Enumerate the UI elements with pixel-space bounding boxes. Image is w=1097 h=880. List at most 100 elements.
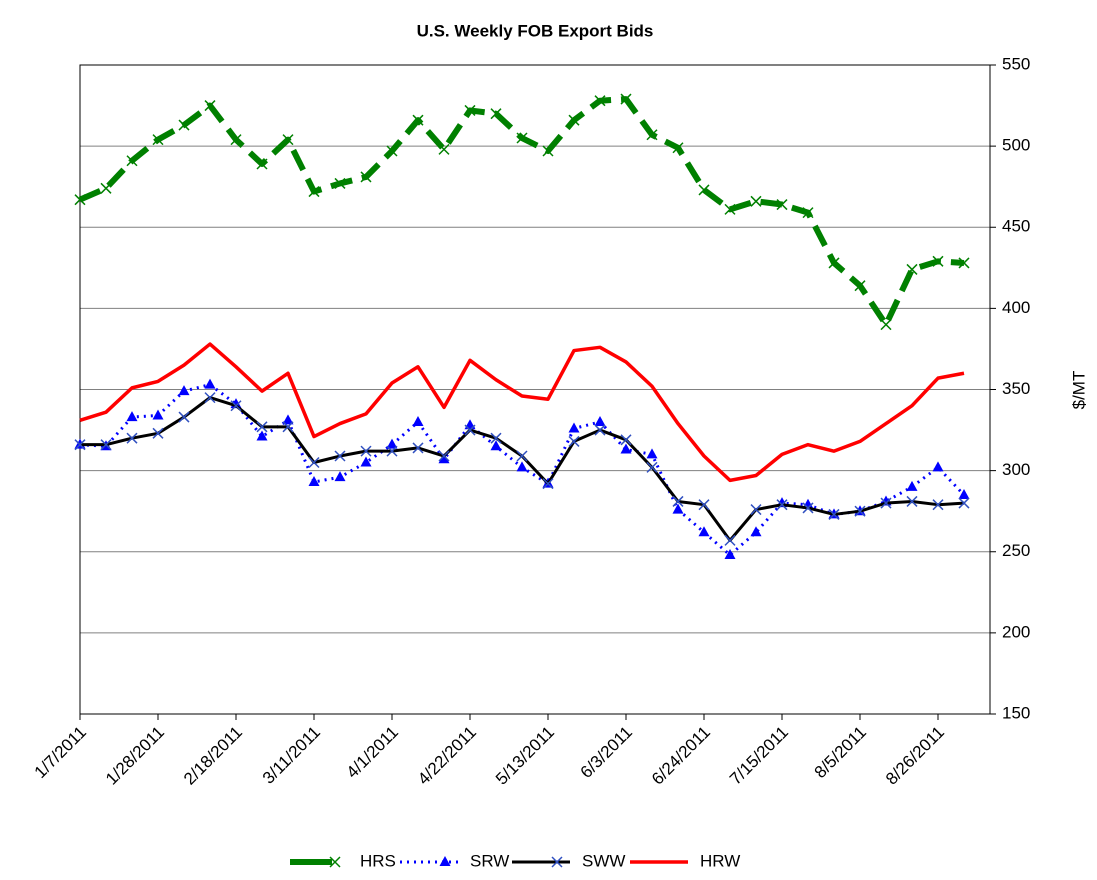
marker (776, 499, 788, 511)
marker (932, 255, 944, 267)
marker (854, 505, 866, 517)
marker (178, 385, 190, 396)
marker (698, 526, 710, 537)
x-tick-label: 8/26/2011 (882, 723, 948, 789)
marker (74, 194, 86, 206)
x-tick-label: 6/3/2011 (577, 723, 636, 782)
marker (126, 432, 138, 444)
marker (308, 475, 320, 486)
marker (672, 503, 684, 514)
legend-label: SRW (470, 851, 509, 870)
marker (646, 461, 658, 473)
marker (152, 134, 164, 146)
marker (464, 424, 476, 436)
y-tick-label: 450 (1002, 217, 1030, 236)
marker (516, 461, 528, 472)
marker (438, 450, 450, 462)
marker (490, 108, 502, 120)
marker (412, 114, 424, 126)
y-tick-label: 150 (1002, 703, 1030, 722)
marker (516, 132, 528, 144)
series-line (78, 96, 965, 328)
y-tick-label: 300 (1002, 460, 1030, 479)
marker (74, 439, 86, 451)
marker (308, 456, 320, 469)
marker (620, 93, 632, 105)
marker (386, 438, 398, 449)
marker (906, 263, 918, 275)
marker (672, 142, 684, 154)
marker (620, 443, 632, 454)
marker (802, 502, 814, 514)
marker (438, 453, 450, 464)
marker (958, 497, 970, 509)
x-tick-label: 1/7/2011 (31, 723, 90, 782)
x-tick-label: 3/11/2011 (259, 723, 324, 788)
marker (360, 456, 372, 467)
marker (126, 411, 138, 422)
marker (439, 856, 451, 866)
marker (282, 414, 294, 425)
legend-label: SWW (582, 851, 625, 870)
marker (126, 155, 138, 167)
marker (100, 439, 112, 451)
marker (100, 182, 112, 194)
marker (646, 448, 658, 459)
y-tick-label: 250 (1002, 541, 1030, 560)
y-tick-label: 200 (1002, 622, 1030, 641)
marker (880, 497, 892, 509)
marker (464, 104, 476, 116)
marker (724, 203, 736, 215)
marker (724, 548, 736, 559)
marker (932, 461, 944, 472)
marker (204, 100, 216, 112)
x-tick-label: 2/18/2011 (180, 723, 246, 789)
y-tick-label: 350 (1002, 379, 1030, 398)
marker (360, 445, 372, 457)
marker (282, 421, 294, 433)
marker (282, 134, 294, 146)
y-tick-label: 500 (1002, 136, 1030, 155)
x-tick-label: 1/28/2011 (102, 723, 168, 789)
marker (551, 856, 563, 868)
x-tick-label: 5/13/2011 (492, 723, 558, 789)
marker (386, 445, 398, 457)
marker (256, 158, 268, 170)
marker (386, 145, 398, 157)
marker (490, 440, 502, 451)
marker (412, 415, 424, 426)
marker (646, 129, 658, 141)
marker (958, 488, 970, 499)
marker (329, 856, 341, 868)
marker (230, 400, 242, 412)
marker (204, 392, 216, 404)
marker (698, 184, 710, 196)
marker (724, 534, 736, 546)
marker (256, 421, 268, 433)
marker (308, 186, 320, 198)
marker (464, 419, 476, 430)
marker (854, 280, 866, 292)
x-tick-label: 4/1/2011 (343, 723, 402, 782)
marker (178, 411, 190, 423)
marker (204, 378, 216, 389)
y-axis-label: $/MT (1069, 371, 1088, 410)
marker (230, 134, 242, 146)
marker (490, 432, 502, 444)
x-tick-label: 4/22/2011 (414, 723, 480, 789)
x-tick-label: 7/15/2011 (726, 723, 792, 789)
marker (750, 195, 762, 207)
marker (620, 434, 632, 446)
marker (880, 319, 892, 331)
marker (360, 171, 372, 183)
marker (906, 480, 918, 491)
marker (802, 207, 814, 219)
y-tick-label: 550 (1002, 54, 1030, 73)
legend-label: HRW (700, 851, 740, 870)
marker (828, 508, 840, 520)
legend-label: HRS (360, 851, 396, 870)
marker (594, 415, 606, 426)
plot-frame (79, 64, 991, 715)
marker (750, 526, 762, 537)
